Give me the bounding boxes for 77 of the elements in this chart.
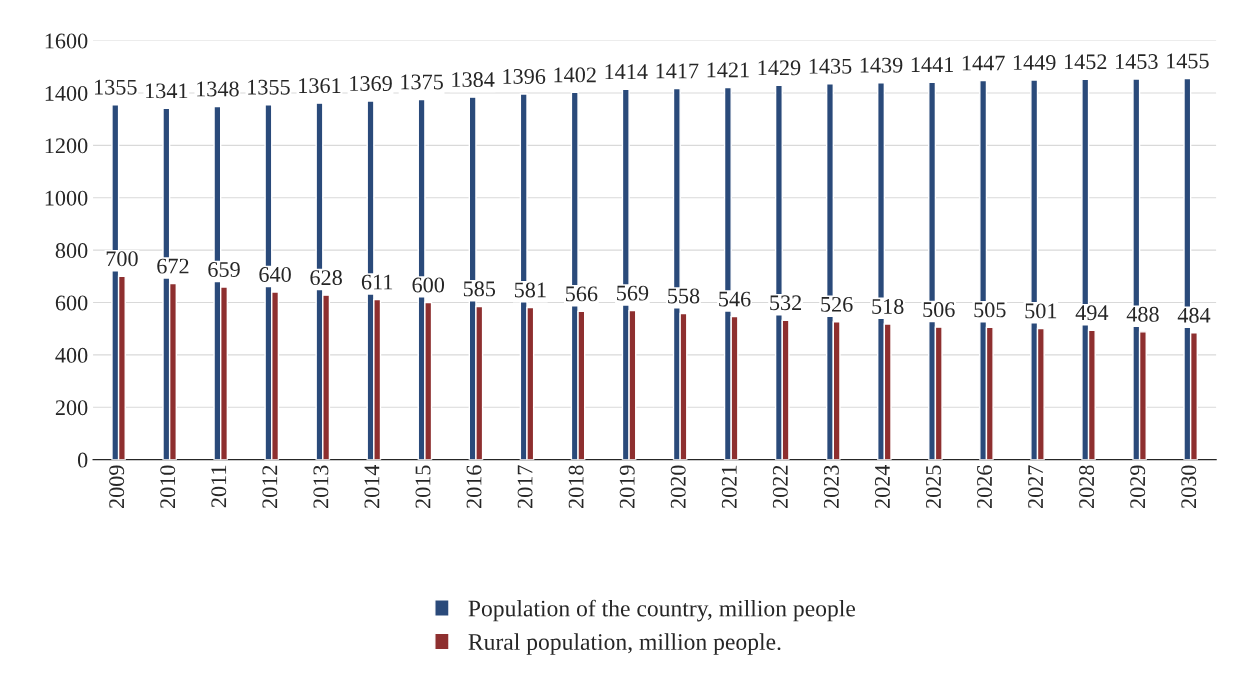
x-tick-label: 2021 bbox=[721, 465, 737, 509]
x-tick-label: 2028 bbox=[1079, 465, 1095, 509]
data-label: 1355 bbox=[95, 79, 137, 95]
data-label: 569 bbox=[617, 285, 649, 301]
data-label: 532 bbox=[770, 295, 802, 311]
data-label: 506 bbox=[923, 302, 955, 318]
y-tick-label: 1400 bbox=[45, 85, 88, 101]
x-tick-label: 2015 bbox=[415, 465, 431, 509]
x-tick-label: 2019 bbox=[619, 465, 635, 509]
data-label: 1402 bbox=[554, 67, 596, 83]
y-tick-label: 400 bbox=[55, 347, 88, 363]
x-tick-label: 2023 bbox=[823, 465, 839, 509]
data-label: 1348 bbox=[197, 81, 239, 97]
legend-label: Rural population, million people. bbox=[468, 633, 781, 655]
data-label: 628 bbox=[310, 270, 342, 286]
data-label: 566 bbox=[566, 286, 598, 302]
data-label: 600 bbox=[412, 277, 445, 293]
data-label: 581 bbox=[514, 282, 546, 298]
x-tick-label: 2022 bbox=[772, 465, 788, 509]
y-tick-label: 800 bbox=[55, 243, 88, 259]
data-label: 640 bbox=[259, 266, 291, 282]
x-tick-label: 2012 bbox=[262, 465, 278, 509]
data-label: 1453 bbox=[1116, 54, 1158, 69]
y-tick-label: 200 bbox=[55, 400, 88, 416]
data-label: 1414 bbox=[605, 64, 648, 79]
data-label: 1341 bbox=[146, 83, 188, 99]
x-tick-label: 2018 bbox=[568, 465, 584, 509]
data-label: 1455 bbox=[1167, 53, 1209, 69]
data-label: 505 bbox=[974, 302, 1006, 318]
data-label: 526 bbox=[821, 296, 853, 312]
data-label: 484 bbox=[1177, 307, 1211, 323]
x-tick-label: 2026 bbox=[977, 465, 993, 509]
x-tick-label: 2014 bbox=[364, 464, 380, 509]
x-tick-label: 2017 bbox=[517, 465, 533, 509]
data-label: 1417 bbox=[656, 63, 699, 79]
data-label: 558 bbox=[668, 288, 700, 304]
x-tick-label: 2024 bbox=[874, 464, 890, 509]
data-label: 659 bbox=[208, 262, 240, 277]
y-tick-label: 0 bbox=[77, 452, 88, 468]
data-label: 1375 bbox=[401, 74, 443, 90]
data-label: 1441 bbox=[911, 57, 953, 72]
data-label: 1421 bbox=[707, 62, 749, 78]
data-label: 700 bbox=[106, 251, 138, 267]
data-label: 1435 bbox=[809, 58, 852, 74]
data-label: 1361 bbox=[299, 78, 341, 94]
data-label: 1439 bbox=[860, 57, 903, 73]
legend-label: Population of the country, million people bbox=[468, 599, 856, 622]
data-label: 1396 bbox=[503, 68, 546, 84]
y-tick-label: 1600 bbox=[45, 33, 88, 49]
x-tick-label: 2011 bbox=[211, 465, 227, 508]
x-tick-label: 2010 bbox=[160, 465, 176, 509]
data-label: 518 bbox=[872, 298, 904, 314]
data-label: 1449 bbox=[1013, 55, 1056, 71]
data-label: 1355 bbox=[248, 79, 290, 95]
data-label: 494 bbox=[1075, 305, 1109, 321]
data-label: 1369 bbox=[350, 76, 392, 91]
data-label: 546 bbox=[719, 291, 751, 307]
x-tick-label: 2025 bbox=[925, 465, 941, 509]
data-label: 585 bbox=[463, 281, 496, 297]
data-label: 1429 bbox=[758, 60, 801, 76]
x-tick-label: 2016 bbox=[466, 465, 482, 509]
x-tick-label: 2030 bbox=[1181, 465, 1197, 509]
data-label: 1384 bbox=[452, 72, 495, 88]
x-tick-label: 2029 bbox=[1130, 465, 1146, 509]
x-tick-label: 2009 bbox=[109, 465, 125, 509]
x-tick-label: 2013 bbox=[313, 465, 329, 509]
data-label: 488 bbox=[1126, 306, 1159, 322]
y-tick-label: 1000 bbox=[45, 190, 88, 206]
data-label: 1447 bbox=[962, 55, 1005, 71]
data-label: 1452 bbox=[1064, 54, 1107, 70]
data-label: 611 bbox=[361, 274, 393, 290]
data-label: 501 bbox=[1025, 303, 1057, 319]
x-tick-label: 2027 bbox=[1028, 465, 1044, 509]
data-label: 672 bbox=[157, 258, 189, 274]
y-tick-label: 1200 bbox=[45, 138, 88, 154]
x-tick-label: 2020 bbox=[670, 465, 686, 509]
y-tick-label: 600 bbox=[55, 295, 88, 311]
